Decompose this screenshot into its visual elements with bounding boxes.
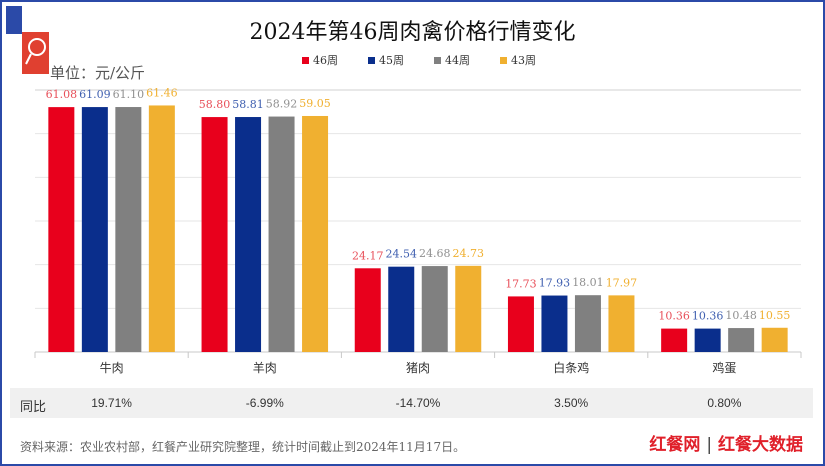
legend-swatch xyxy=(368,56,375,64)
bar xyxy=(354,268,381,352)
legend-item: 46周 xyxy=(302,52,338,68)
yoy-value: 19.71% xyxy=(91,396,132,410)
legend-label: 45周 xyxy=(379,54,404,67)
legend-item: 45周 xyxy=(368,52,404,68)
bar xyxy=(661,328,688,352)
data-label: 10.55 xyxy=(759,309,791,322)
brand-logo: 红餐网 | 红餐大数据 xyxy=(649,435,803,455)
source-note: 资料来源：农业农村部，红餐产业研究院整理，统计时间截止到2024年11月17日。 xyxy=(20,440,466,454)
data-label: 24.17 xyxy=(352,249,384,262)
data-label: 61.46 xyxy=(146,86,178,99)
category-label: 白条鸡 xyxy=(553,360,589,375)
legend-label: 43周 xyxy=(511,54,536,67)
data-label: 58.92 xyxy=(266,98,298,111)
bar xyxy=(302,115,329,353)
legend-swatch xyxy=(302,56,309,64)
legend-item: 44周 xyxy=(434,52,470,68)
category-label: 羊肉 xyxy=(253,360,277,375)
data-label: 18.01 xyxy=(572,276,604,289)
bar xyxy=(761,327,788,352)
category-label: 鸡蛋 xyxy=(712,360,736,375)
data-label: 17.97 xyxy=(606,276,638,289)
bar xyxy=(268,116,295,352)
yoy-value: -6.99% xyxy=(245,396,284,410)
yoy-value: 0.80% xyxy=(707,396,742,410)
legend: 46周 45周 44周 43周 xyxy=(302,52,536,68)
data-label: 59.05 xyxy=(299,97,331,110)
data-label: 61.10 xyxy=(113,88,145,101)
data-label: 61.08 xyxy=(46,88,78,101)
bar xyxy=(728,328,755,352)
bar xyxy=(81,107,108,352)
bar xyxy=(201,117,228,352)
data-label: 10.36 xyxy=(658,310,690,323)
bar xyxy=(421,266,448,352)
data-label: 58.81 xyxy=(232,98,264,111)
bar xyxy=(507,296,534,352)
data-label: 17.93 xyxy=(539,277,571,290)
yoy-row: 同比 19.71% -6.99% -14.70% 3.50% 0.80% xyxy=(10,388,813,418)
bar xyxy=(235,117,262,352)
bar xyxy=(48,107,75,352)
bar-plot: 牛肉 61.08 61.09 61.10 61.46 羊肉 58.80 58.81 58.92 5… xyxy=(34,86,802,375)
data-label: 10.36 xyxy=(692,310,724,323)
bar xyxy=(694,328,721,352)
data-label: 24.54 xyxy=(386,248,418,261)
data-label: 17.73 xyxy=(505,277,537,290)
bar xyxy=(148,105,175,352)
data-label: 61.09 xyxy=(79,88,111,101)
yoy-label: 同比 xyxy=(20,399,47,414)
legend-swatch xyxy=(434,56,441,64)
chart-title: 2024年第46周肉禽价格行情变化 xyxy=(249,20,576,45)
data-label: 24.68 xyxy=(419,247,451,260)
magnifier-logo-icon xyxy=(22,32,49,74)
bar xyxy=(388,266,415,352)
bar xyxy=(455,265,482,352)
yoy-value: 3.50% xyxy=(554,396,589,410)
category-label: 牛肉 xyxy=(100,360,124,375)
bar xyxy=(115,107,142,352)
legend-label: 44周 xyxy=(445,54,470,67)
legend-swatch xyxy=(500,56,507,64)
bar xyxy=(541,295,568,352)
data-label: 58.80 xyxy=(199,98,231,111)
bar xyxy=(574,295,601,352)
legend-label: 46周 xyxy=(313,54,338,67)
legend-item: 43周 xyxy=(500,52,536,68)
category-label: 猪肉 xyxy=(406,361,430,375)
yoy-value: -14.70% xyxy=(395,396,441,410)
bar xyxy=(608,295,635,352)
corner-decoration xyxy=(6,6,22,34)
data-label: 24.73 xyxy=(453,247,485,260)
unit-label: 单位：元/公斤 xyxy=(50,64,146,82)
data-label: 10.48 xyxy=(725,309,757,322)
